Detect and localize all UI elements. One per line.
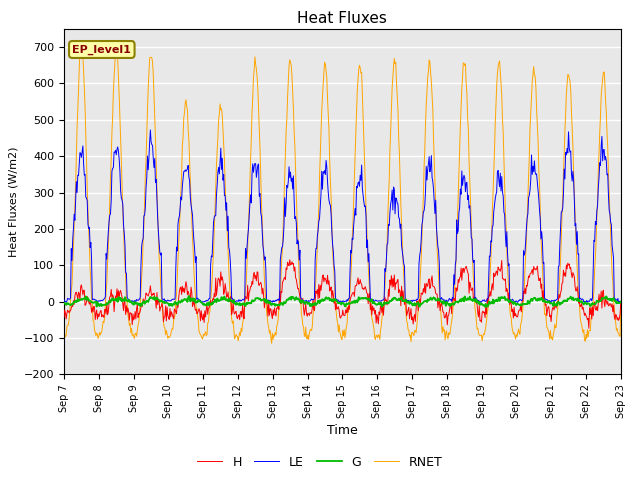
H <box>125 317 133 323</box>
RNET <box>617 299 625 304</box>
G <box>125 297 133 303</box>
Y-axis label: Heat Fluxes (W/m2): Heat Fluxes (W/m2) <box>8 146 18 257</box>
LE <box>401 264 408 269</box>
LE <box>125 297 133 302</box>
G <box>256 296 264 301</box>
G <box>401 298 408 303</box>
G <box>432 298 440 303</box>
H <box>60 314 68 320</box>
LE <box>147 127 154 133</box>
H <box>401 301 408 307</box>
H <box>432 290 440 296</box>
H <box>276 301 284 307</box>
H <box>228 312 236 317</box>
Line: LE: LE <box>64 130 621 303</box>
Line: H: H <box>64 260 621 328</box>
H <box>617 299 625 304</box>
Text: EP_level1: EP_level1 <box>72 44 131 55</box>
LE <box>228 295 236 301</box>
LE <box>60 297 68 302</box>
LE <box>256 191 264 197</box>
G <box>277 300 285 306</box>
RNET <box>76 46 84 51</box>
RNET <box>433 221 440 227</box>
Line: G: G <box>64 296 621 307</box>
LE <box>432 197 440 203</box>
RNET <box>256 146 264 152</box>
X-axis label: Time: Time <box>327 424 358 437</box>
RNET <box>278 255 285 261</box>
LE <box>277 251 285 257</box>
G <box>483 304 490 310</box>
Title: Heat Fluxes: Heat Fluxes <box>298 11 387 26</box>
Line: RNET: RNET <box>64 48 621 343</box>
G <box>617 299 625 304</box>
RNET <box>268 340 275 346</box>
H <box>255 283 263 288</box>
RNET <box>60 335 68 340</box>
LE <box>615 300 623 306</box>
G <box>228 298 236 304</box>
LE <box>617 299 625 304</box>
G <box>185 293 193 299</box>
H <box>286 257 294 263</box>
RNET <box>228 321 236 326</box>
Legend: H, LE, G, RNET: H, LE, G, RNET <box>193 451 447 474</box>
RNET <box>401 300 409 305</box>
RNET <box>126 320 134 326</box>
G <box>60 300 68 306</box>
H <box>585 325 593 331</box>
